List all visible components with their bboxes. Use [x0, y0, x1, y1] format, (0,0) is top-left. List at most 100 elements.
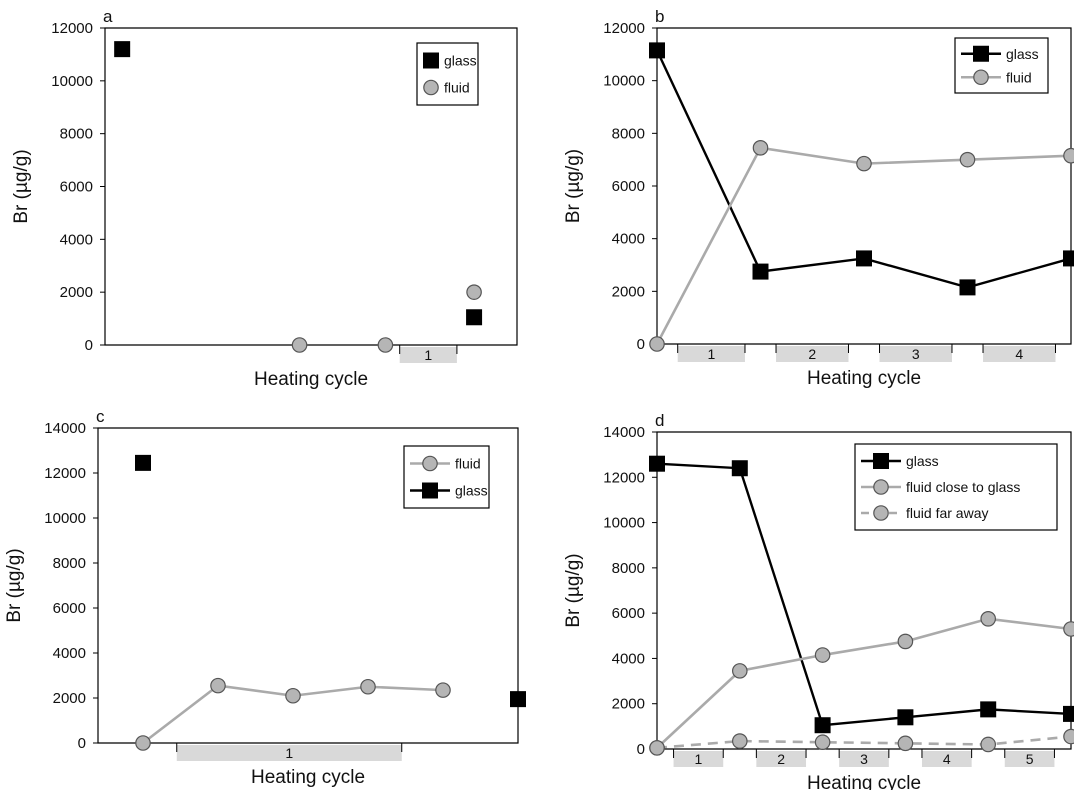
legend-label: fluid close to glass	[906, 479, 1020, 495]
data-point-circle	[377, 337, 394, 353]
legend-marker	[423, 52, 439, 69]
cycle-label: 4	[1015, 346, 1023, 362]
y-axis-label: Br (µg/g)	[11, 149, 32, 223]
data-point-square	[135, 454, 151, 471]
plot-frame	[656, 431, 1072, 750]
y-tick-label: 8000	[53, 555, 86, 572]
cycle-label: 1	[707, 346, 715, 362]
legend-frame	[403, 445, 490, 509]
y-tick-label: 0	[78, 735, 86, 752]
panel-b: 0 2000 4000 6000 8000 10000 12000 Br (µg/g) b 1 2 3…	[563, 7, 1074, 389]
y-tick-label: 8000	[60, 126, 93, 143]
data-point-circle	[980, 611, 996, 627]
legend-label: fluid	[1006, 69, 1032, 85]
data-point-square	[649, 455, 665, 472]
y-tick-label: 6000	[612, 605, 645, 622]
y-tick-label: 2000	[612, 696, 645, 713]
cycle-label: 1	[695, 751, 703, 767]
y-tick-label: 12000	[44, 465, 86, 482]
y-tick-label: 2000	[53, 690, 86, 707]
y-tick-label: 0	[637, 741, 645, 758]
panel-letter: b	[655, 7, 664, 26]
y-tick-label: 14000	[44, 420, 86, 437]
y-axis-label: Br (µg/g)	[563, 149, 584, 223]
legend-label: glass	[455, 483, 488, 499]
legend: glass fluid close to glass fluid far away	[854, 443, 1058, 531]
series-line	[656, 462, 1072, 727]
y-tick-label: 10000	[603, 73, 645, 90]
cycle-label: 5	[1026, 751, 1034, 767]
panel-letter: a	[103, 7, 113, 26]
y-tick-label: 0	[85, 337, 93, 354]
series-line	[656, 617, 1072, 749]
data-point-circle	[291, 337, 308, 353]
legend-marker	[423, 79, 439, 96]
cycle-label: 1	[285, 745, 293, 761]
data-point-square	[980, 701, 997, 718]
data-point-circle	[731, 733, 748, 749]
legend-label: fluid	[455, 456, 481, 472]
y-tick-label: 6000	[60, 179, 93, 196]
panel-a: 0 2000 4000 6000 8000 10000 12000 Br (µg/g) a 1 He…	[11, 7, 518, 390]
legend-marker	[873, 479, 889, 495]
x-axis-label: Heating cycle	[807, 368, 921, 389]
legend-label: fluid	[444, 80, 470, 96]
y-tick-label: 10000	[44, 510, 86, 527]
x-axis-label: Heating cycle	[254, 369, 368, 390]
series-line	[655, 146, 1072, 345]
y-tick-label: 12000	[51, 20, 93, 37]
cycle-label: 3	[860, 751, 868, 767]
data-point-square	[1063, 250, 1074, 267]
cycle-bar	[921, 751, 972, 767]
legend-marker	[973, 69, 989, 86]
cycle-bar	[176, 745, 402, 761]
legend-marker	[973, 45, 989, 62]
data-point-square	[752, 263, 769, 280]
y-tick-label: 14000	[603, 424, 645, 441]
y-tick-label: 12000	[603, 20, 645, 37]
data-point-square	[959, 279, 976, 296]
cycle-bar	[677, 346, 745, 362]
legend-label: fluid far away	[906, 505, 988, 521]
y-tick-label: 6000	[612, 178, 645, 195]
data-point-circle	[980, 736, 996, 753]
cycle-bar	[879, 346, 952, 362]
legend-marker	[873, 453, 889, 469]
y-tick-label: 0	[637, 336, 645, 353]
data-point-circle	[897, 735, 914, 752]
y-tick-label: 8000	[612, 125, 645, 142]
panel-d: 0 2000 4000 6000 8000 10000 12000 14000 Br (µg/g…	[563, 411, 1074, 790]
legend-label: glass	[1006, 46, 1039, 62]
data-point-circle	[1063, 728, 1074, 745]
legend-label: glass	[444, 53, 477, 69]
y-axis-label: Br (µg/g)	[4, 548, 25, 622]
y-tick-label: 4000	[612, 650, 645, 667]
x-axis-label: Heating cycle	[251, 767, 365, 788]
y-tick-label: 4000	[60, 231, 93, 248]
y-tick-label: 2000	[60, 284, 93, 301]
y-tick-label: 10000	[51, 73, 93, 90]
cycle-bar	[776, 346, 849, 362]
data-point-circle	[285, 687, 301, 704]
data-point-square	[466, 309, 483, 326]
y-tick-label: 12000	[603, 469, 645, 486]
data-point-square	[510, 691, 526, 708]
legend: glass fluid	[416, 42, 479, 106]
cycle-bar	[983, 346, 1056, 362]
panel-letter: d	[655, 411, 664, 430]
cycle-bar	[673, 751, 724, 767]
y-tick-label: 8000	[612, 560, 645, 577]
legend: fluid glass	[403, 445, 490, 509]
data-point-square	[1063, 705, 1074, 722]
data-point-circle	[856, 155, 872, 172]
data-point-square	[649, 42, 665, 59]
legend-marker	[873, 505, 889, 521]
data-point-square	[897, 709, 914, 726]
data-point-square	[856, 250, 872, 267]
data-point-square	[731, 460, 748, 477]
plot-frame	[97, 427, 519, 744]
legend-frame	[954, 37, 1049, 94]
data-point-circle	[731, 663, 748, 679]
data-point-circle	[435, 682, 451, 698]
cycle-label: 1	[424, 347, 432, 363]
